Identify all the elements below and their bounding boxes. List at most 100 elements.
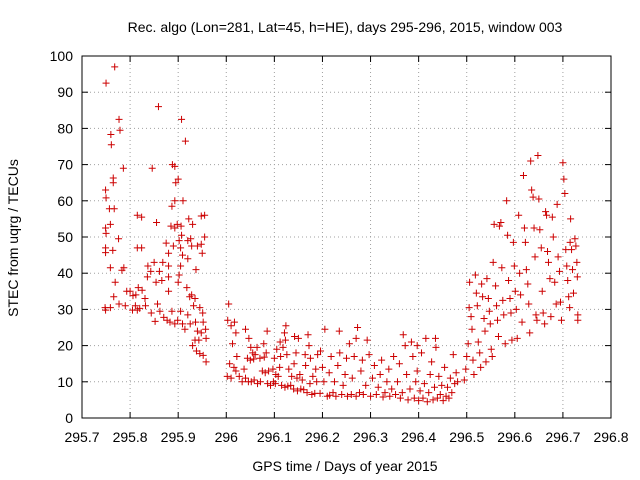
data-point <box>153 219 161 227</box>
data-point <box>242 374 250 382</box>
data-point <box>107 141 115 149</box>
data-point <box>554 253 562 261</box>
data-point <box>191 318 199 326</box>
data-point <box>138 244 146 252</box>
data-point <box>102 186 110 194</box>
data-point <box>189 342 197 350</box>
data-point <box>357 367 365 375</box>
data-point <box>482 358 490 366</box>
data-point <box>171 162 179 170</box>
data-point <box>191 295 199 303</box>
data-point <box>238 378 246 386</box>
data-point <box>490 220 498 228</box>
data-point <box>531 253 539 261</box>
data-point <box>227 374 235 382</box>
data-point <box>185 215 193 223</box>
data-point <box>169 242 177 250</box>
data-point <box>171 224 179 232</box>
data-point <box>338 390 346 398</box>
data-point <box>449 351 457 359</box>
data-point <box>129 292 137 300</box>
data-point <box>115 300 123 308</box>
data-point <box>186 320 194 328</box>
data-point <box>539 309 547 317</box>
data-point <box>151 317 159 325</box>
data-point <box>573 273 581 281</box>
data-point <box>192 347 200 355</box>
data-point <box>515 211 523 219</box>
data-point <box>280 329 288 337</box>
data-point <box>433 394 441 402</box>
data-point <box>481 327 489 335</box>
data-point <box>245 334 253 342</box>
data-point <box>343 354 350 362</box>
data-point <box>165 287 173 295</box>
data-point <box>476 349 484 357</box>
data-point <box>246 356 254 364</box>
data-point <box>505 276 513 284</box>
data-point <box>147 309 155 317</box>
data-point <box>247 343 255 351</box>
data-point <box>518 318 526 326</box>
data-point <box>451 380 459 388</box>
data-point <box>478 280 486 288</box>
data-point <box>530 224 538 232</box>
data-point <box>143 273 151 281</box>
data-point <box>187 235 195 243</box>
data-point <box>569 289 577 297</box>
y-tick-label: 70 <box>57 157 73 173</box>
data-point <box>527 157 535 165</box>
data-point <box>262 349 270 357</box>
data-point <box>297 385 305 393</box>
data-point <box>500 311 508 319</box>
data-point <box>537 244 545 252</box>
data-point <box>296 371 304 379</box>
y-tick-label: 90 <box>57 84 73 100</box>
data-point <box>452 369 460 377</box>
data-point <box>281 336 289 344</box>
data-point <box>184 311 192 319</box>
data-point <box>132 291 140 299</box>
x-tick-label: 296.1 <box>257 429 292 445</box>
data-point <box>343 392 351 400</box>
data-point <box>154 300 162 308</box>
data-point <box>279 343 287 351</box>
data-point <box>199 309 207 317</box>
data-point <box>462 365 470 373</box>
data-point <box>390 352 398 360</box>
data-point <box>483 275 491 283</box>
data-point <box>410 394 418 402</box>
x-axis-ticks: 295.7 295.8 295.9 296 296.1 296.2 296.3 296.4 29… <box>64 56 629 445</box>
data-point <box>230 318 238 326</box>
data-point <box>179 251 187 259</box>
data-point <box>468 325 476 333</box>
data-point <box>345 340 353 348</box>
data-point <box>178 115 186 123</box>
data-point <box>314 351 322 359</box>
data-point <box>507 309 515 317</box>
data-point <box>277 352 285 360</box>
data-point <box>276 338 284 346</box>
data-point <box>504 231 512 239</box>
data-point <box>148 164 156 172</box>
data-point <box>379 393 387 401</box>
data-point <box>229 340 237 348</box>
data-point <box>189 220 197 228</box>
data-point <box>378 356 386 364</box>
data-point <box>492 282 500 290</box>
data-point <box>564 276 572 284</box>
data-point <box>489 258 497 266</box>
data-point <box>381 389 389 397</box>
data-point <box>544 258 552 266</box>
data-point <box>271 380 279 388</box>
data-point <box>177 262 185 270</box>
data-point <box>250 376 258 384</box>
data-point <box>177 307 185 315</box>
x-tick-label: 296.8 <box>593 429 628 445</box>
data-point <box>336 349 344 357</box>
data-point <box>469 356 477 364</box>
data-point <box>181 325 189 333</box>
data-point <box>270 354 278 362</box>
data-point <box>119 164 127 172</box>
y-tick-label: 30 <box>57 301 73 317</box>
